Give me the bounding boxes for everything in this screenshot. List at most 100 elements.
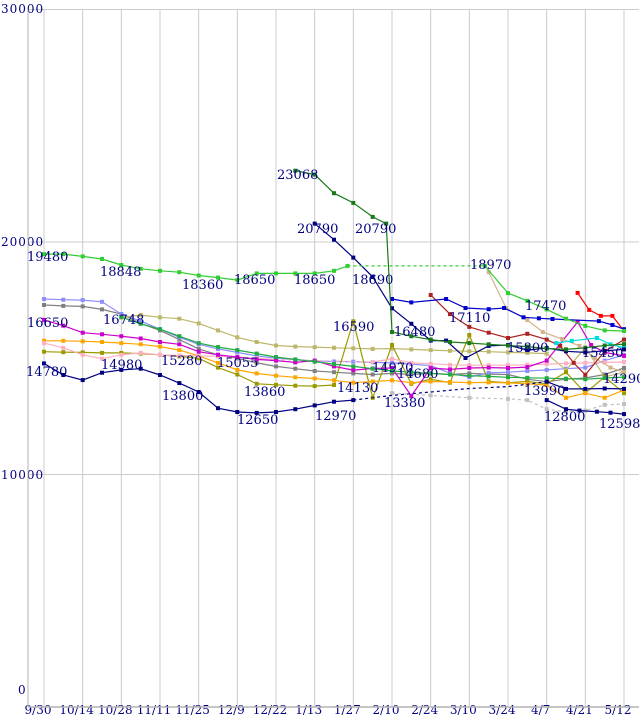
marker-magenta [293, 360, 298, 365]
marker-orange [390, 378, 394, 383]
marker-navy-low [61, 373, 66, 377]
marker-limegreen [564, 316, 568, 321]
marker-orange [80, 339, 85, 344]
marker-periwinkle [100, 299, 104, 304]
marker-firebrick [571, 360, 576, 365]
marker-limegreen [506, 291, 510, 296]
marker-navy-crash [463, 356, 468, 360]
marker-green-mid [293, 357, 298, 362]
marker-khaki [467, 349, 472, 354]
marker-navy-crash [332, 237, 336, 242]
point-label: 15450 [582, 346, 623, 361]
marker-periwinkle [119, 312, 124, 317]
marker-gray [390, 371, 394, 376]
marker-limegreen [583, 323, 588, 328]
marker-navy-crash [622, 347, 626, 352]
marker-olive-spiky [196, 356, 201, 361]
marker-firebrick [558, 343, 563, 348]
marker-periwinkle [42, 297, 46, 301]
marker-gray [622, 366, 626, 370]
marker-olive-spiky [42, 349, 46, 354]
x-tick-label: 3/24 [489, 703, 516, 717]
marker-periwinkle [80, 298, 85, 303]
marker-khaki [293, 344, 298, 349]
marker-pink [448, 362, 452, 367]
marker-mediumblue [444, 297, 449, 301]
marker-pink [158, 352, 162, 357]
marker-khaki [486, 349, 491, 354]
marker-periwinkle [254, 353, 259, 358]
marker-khaki [332, 345, 336, 350]
marker-cyan [608, 342, 613, 347]
marker-pink [409, 360, 414, 365]
marker-khaki [370, 346, 375, 351]
marker-pink [80, 352, 85, 357]
marker-limegreen [274, 271, 278, 276]
marker-limegreen [602, 328, 607, 333]
marker-magenta [332, 364, 336, 369]
x-tick-label: 10/14 [59, 703, 94, 717]
marker-limegreen [61, 252, 66, 257]
marker-gray [409, 372, 414, 377]
marker-periwinkle [235, 350, 240, 355]
marker-pink [138, 350, 143, 355]
marker-mediumblue [502, 306, 507, 310]
point-label: 12598 [599, 417, 640, 432]
marker-pink [486, 363, 491, 368]
marker-limegreen [482, 263, 487, 268]
marker-green-mid [486, 374, 491, 379]
marker-magenta [506, 366, 510, 370]
marker-orange [448, 380, 452, 384]
y-tick-label: 10000 [1, 468, 44, 482]
point-label: 14290 [603, 372, 640, 387]
point-label: 12970 [315, 409, 356, 424]
marker-orange [235, 367, 240, 372]
marker-navy-low [583, 386, 588, 391]
marker-magenta [138, 336, 143, 341]
point-label: 13380 [384, 396, 425, 411]
marker-khaki [254, 340, 259, 344]
point-label: 14680 [397, 367, 438, 382]
marker-navy-crash [583, 350, 588, 355]
marker-pink [506, 363, 510, 368]
marker-periwinkle [61, 297, 66, 302]
marker-tan [540, 330, 545, 334]
marker-orange [602, 395, 607, 400]
marker-olive-spiky [293, 383, 298, 388]
marker-limegreen [293, 271, 298, 276]
marker-pink [61, 345, 66, 350]
marker-periwinkle [583, 365, 588, 370]
marker-orange [138, 342, 143, 347]
marker-navy-low2 [544, 398, 549, 403]
marker-firebrick [467, 324, 472, 329]
marker-limegreen [119, 263, 124, 267]
marker-orange [467, 380, 472, 385]
marker-pink [370, 360, 375, 364]
marker-navy-low [602, 386, 607, 391]
marker-olive-spiky [235, 372, 240, 377]
marker-limegreen [177, 270, 182, 275]
marker-gray [61, 303, 66, 308]
marker-khaki [390, 346, 394, 351]
marker-navy-low [138, 366, 143, 371]
marker-navy-low [312, 403, 317, 408]
x-tick-label: 1/27 [334, 703, 361, 717]
series-line-silver-dashed [391, 392, 625, 413]
marker-firebrick [448, 312, 452, 317]
marker-magenta [486, 365, 491, 370]
marker-olive-spiky [100, 350, 104, 355]
marker-navy-crash [444, 338, 449, 343]
marker-darkgreen-crash [448, 340, 452, 344]
marker-limegreen [80, 254, 85, 259]
point-label: 16590 [333, 320, 374, 335]
marker-silver-dashed [506, 396, 510, 401]
marker-green-mid [216, 345, 220, 350]
marker-green-mid [312, 359, 317, 364]
point-label: 20790 [355, 222, 396, 237]
marker-tan [608, 365, 613, 370]
marker-navy-low [254, 410, 259, 415]
marker-pink [42, 341, 46, 346]
marker-limegreen [100, 257, 104, 261]
marker-darkgreen-crash [384, 221, 389, 226]
marker-magenta [351, 368, 356, 373]
